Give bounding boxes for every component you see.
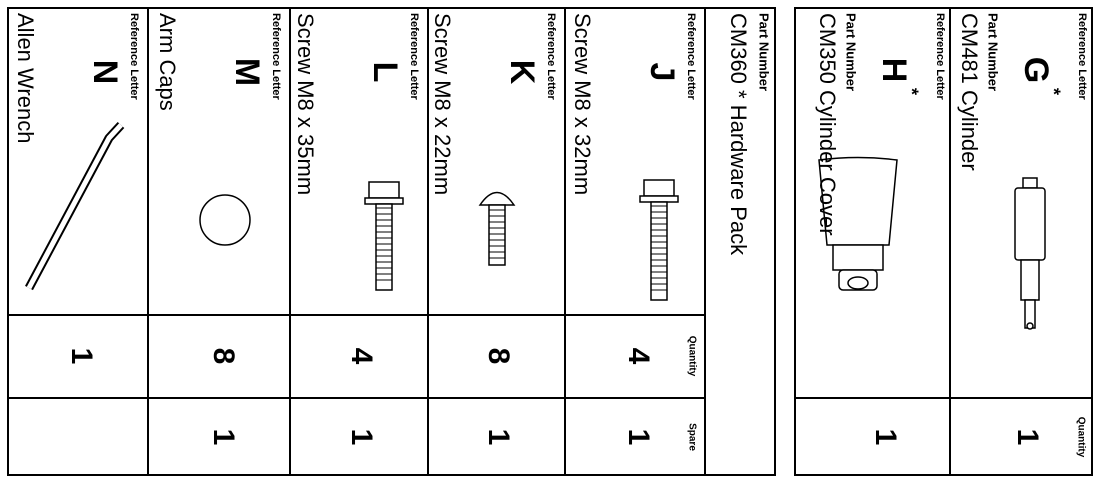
quantity: 8 (207, 348, 240, 365)
parts-sheet: Quantity Reference Letter G * Part Number CM4… (0, 0, 1099, 480)
page: Quantity Reference Letter G * Part Number CM4… (0, 0, 1099, 480)
quantity: 1 (65, 348, 98, 365)
column-header: Quantity (1075, 417, 1086, 458)
icon-part (1027, 323, 1033, 329)
part-name: Screw M8 x 32mm (570, 13, 595, 195)
reference-letter: N (86, 60, 124, 85)
icon-part (833, 245, 883, 270)
reference-letter-label: Reference Letter (545, 13, 557, 101)
icon-part (1021, 260, 1039, 300)
quantity: 4 (345, 348, 378, 365)
reference-letter: K (503, 60, 541, 85)
icon-part (376, 204, 392, 290)
screw-icon (480, 193, 514, 266)
reference-letter-label: Reference Letter (128, 13, 140, 101)
quantity: 1 (869, 429, 902, 446)
part-name: Screw M8 x 22mm (430, 13, 455, 195)
icon-part (644, 180, 674, 196)
part-number-label: Part Number (757, 13, 772, 91)
part-number: CM481 Cylinder (957, 13, 982, 171)
part-number: CM350 Cylinder Cover (815, 13, 840, 236)
reference-letter: J (643, 63, 681, 82)
icon-part (651, 202, 667, 300)
icon-part (480, 193, 514, 206)
reference-letter: G (1017, 57, 1055, 83)
column-header: Quantity (686, 336, 697, 377)
icon-part (369, 182, 399, 198)
icon-part (489, 205, 505, 265)
reference-letter-label: Reference Letter (934, 13, 946, 101)
wrench-icon (29, 125, 121, 288)
icon-part (1023, 178, 1037, 188)
icon-part (640, 196, 678, 202)
letter-mark: * (901, 88, 921, 95)
spare: 1 (207, 429, 240, 446)
cylinder-icon (1015, 178, 1045, 329)
spare: 1 (482, 429, 515, 446)
part-number-label: Part Number (986, 13, 1001, 91)
column-header: Spare (686, 423, 697, 451)
letter-mark: * (1043, 88, 1063, 95)
quantity: 4 (622, 348, 655, 365)
table-title: CM360 * Hardware Pack (726, 13, 751, 256)
spare: 1 (345, 429, 378, 446)
reference-letter: H (875, 58, 913, 83)
screw-icon (365, 182, 403, 290)
reference-letter-label: Reference Letter (408, 13, 420, 101)
reference-letter-label: Reference Letter (270, 13, 282, 101)
spare: 1 (622, 429, 655, 446)
icon-part (848, 277, 868, 289)
reference-letter: L (366, 62, 404, 83)
part-number-label: Part Number (844, 13, 859, 91)
part-name: Screw M8 x 35mm (293, 13, 318, 195)
icon-part (1015, 188, 1045, 260)
reference-letter: M (228, 58, 266, 86)
reference-letter-label: Reference Letter (685, 13, 697, 101)
quantity: 8 (482, 348, 515, 365)
screw-icon (640, 180, 678, 300)
parts-list: Quantity Reference Letter G * Part Number CM4… (0, 0, 1099, 480)
part-name: Allen Wrench (13, 13, 38, 143)
reference-letter-label: Reference Letter (1076, 13, 1088, 101)
icon-part (365, 198, 403, 204)
icons (29, 125, 1045, 329)
cap-icon (200, 195, 250, 245)
part-name: Arm Caps (155, 13, 180, 111)
quantity: 1 (1011, 429, 1044, 446)
